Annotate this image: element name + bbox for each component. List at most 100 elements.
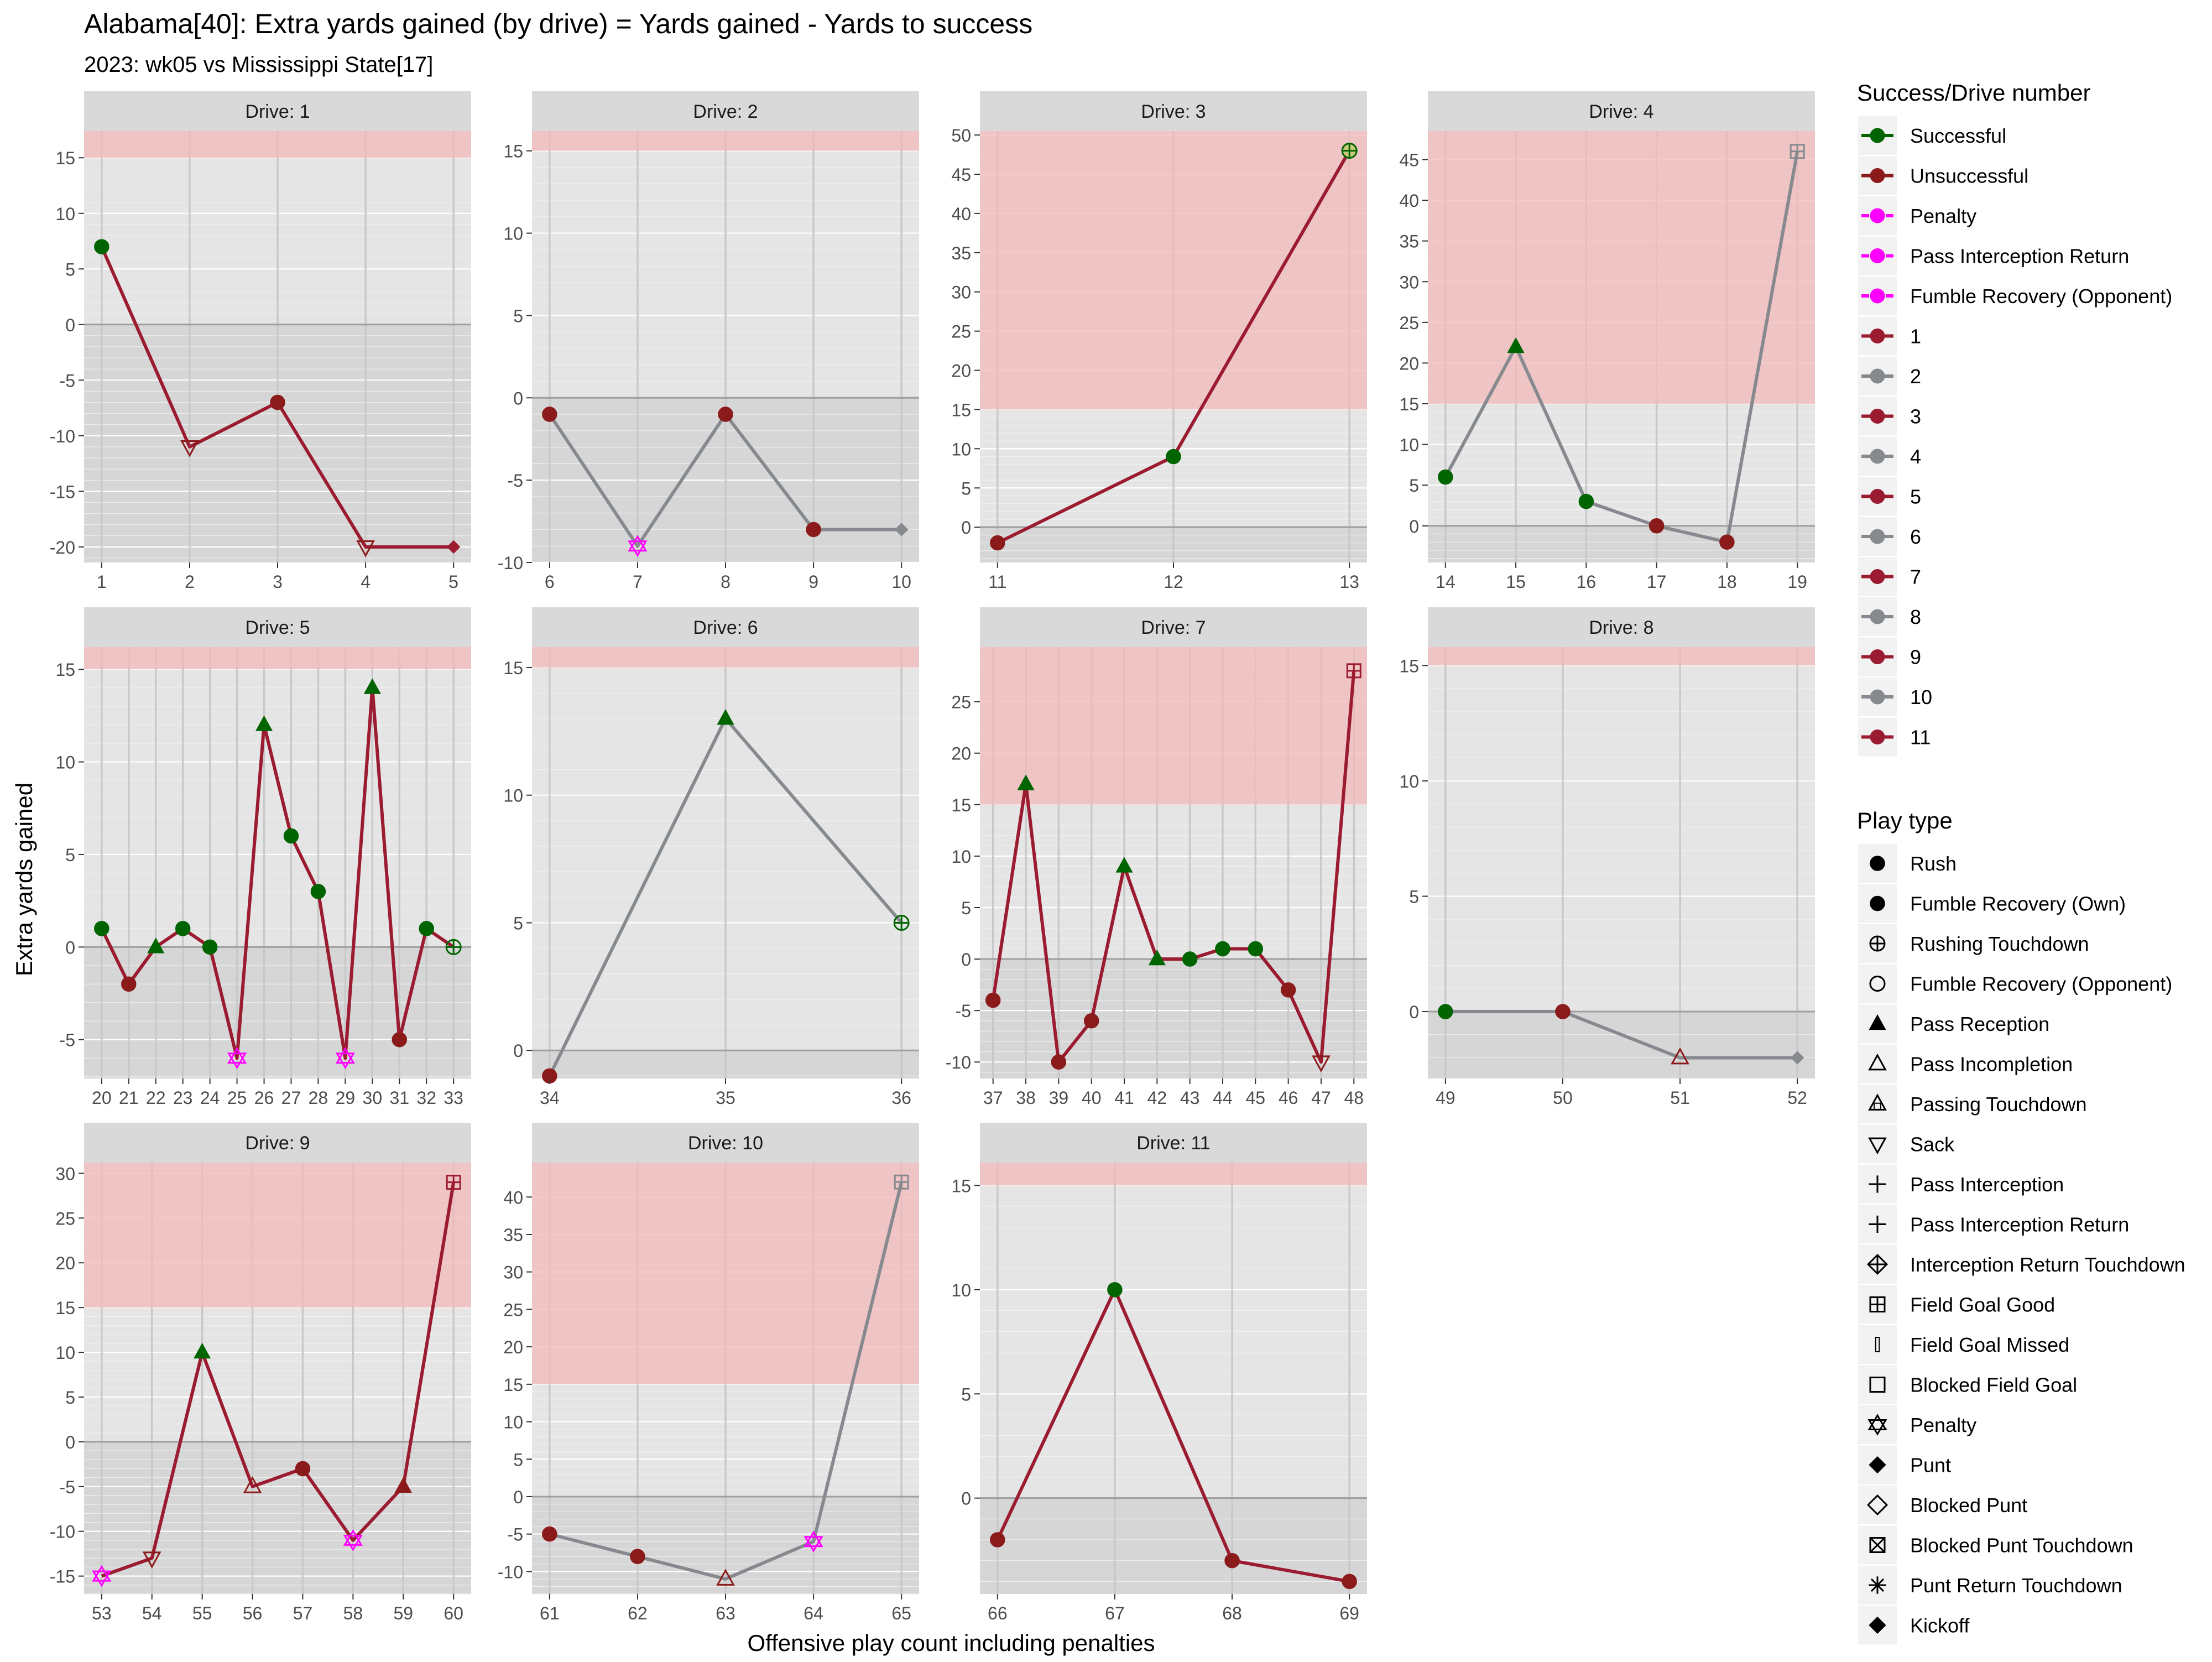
below-zero-band <box>1428 525 1815 562</box>
legend-label: Pass Interception <box>1910 1173 2064 1196</box>
legend-label: 11 <box>1910 726 1931 749</box>
x-tick-label: 20 <box>92 1088 112 1108</box>
legend-label: Successful <box>1910 124 2006 147</box>
data-point <box>1312 1055 1331 1072</box>
marker-triangle-down <box>227 1053 247 1070</box>
data-point <box>394 1477 412 1493</box>
x-tick-label: 2 <box>185 572 195 592</box>
x-tick-label: 51 <box>1670 1088 1690 1108</box>
panel-strip-label: Drive: 10 <box>688 1133 763 1154</box>
y-tick-label: 25 <box>55 1208 75 1228</box>
y-tick-label: 10 <box>503 224 523 244</box>
data-point <box>1017 774 1035 790</box>
x-tick-label: 53 <box>92 1603 112 1623</box>
data-point <box>335 1047 355 1070</box>
x-tick-label: 48 <box>1344 1088 1364 1108</box>
legend-key-symbol <box>1869 1215 1886 1233</box>
legend-label: Sack <box>1910 1133 1955 1156</box>
legend-key-symbol <box>1869 1296 1886 1312</box>
x-tick-label: 65 <box>891 1603 911 1623</box>
drive-panel: Drive: 2 -10 -5 0 5 10 15 6 7 8 9 10 <box>498 91 919 592</box>
panel-strip-label: Drive: 4 <box>1589 101 1653 122</box>
panel-strip-label: Drive: 6 <box>693 617 758 638</box>
panel-strip-label: Drive: 5 <box>245 617 310 638</box>
x-tick-label: 16 <box>1577 572 1597 592</box>
legends: Success/Drive number Successful Unsuccessf… <box>1857 80 2185 1645</box>
marker-triangle-down <box>1867 1419 1887 1436</box>
panel-background <box>1428 647 1815 1079</box>
legend-label: Punt <box>1910 1454 1951 1477</box>
y-tick-label: 10 <box>503 786 523 806</box>
x-tick-label: 36 <box>891 1088 911 1108</box>
x-tick-label: 23 <box>173 1088 193 1108</box>
drive-panel: Drive: 10 -10 -5 0 5 10 15 20 25 30 35 40 61 62 63 64 65 <box>498 1123 919 1623</box>
data-point <box>1224 1552 1240 1569</box>
y-tick-label: 5 <box>65 1388 75 1408</box>
y-tick-label: 15 <box>951 400 971 420</box>
x-tick-label: 41 <box>1114 1088 1134 1108</box>
marker-triangle-up <box>335 1047 355 1064</box>
x-tick-label: 39 <box>1049 1088 1069 1108</box>
x-tick-label: 27 <box>281 1088 301 1108</box>
x-tick-label: 5 <box>448 572 458 592</box>
legend-label: 10 <box>1910 686 1932 708</box>
marker-square <box>1869 1537 1886 1553</box>
y-tick-label: 25 <box>951 692 971 712</box>
legend-label: Pass Interception Return <box>1910 1213 2129 1236</box>
legend-key-point <box>1870 569 1885 584</box>
panel-strip <box>980 607 1367 647</box>
y-tick-label: -5 <box>508 471 523 491</box>
y-tick-label: 5 <box>1409 887 1419 906</box>
legend-label: 2 <box>1910 365 1921 388</box>
y-tick-label: -10 <box>50 1522 75 1542</box>
data-point <box>894 1174 909 1190</box>
data-point <box>1342 1574 1357 1590</box>
x-tick-label: 57 <box>293 1603 313 1623</box>
x-tick-label: 66 <box>988 1603 1008 1623</box>
data-point <box>718 407 733 422</box>
marker-triangle-down <box>92 1570 112 1587</box>
marker-cross <box>1870 1297 1885 1312</box>
x-tick-label: 38 <box>1016 1088 1036 1108</box>
x-tick-label: 55 <box>192 1603 212 1623</box>
x-tick-label: 25 <box>227 1088 247 1108</box>
data-point <box>990 1532 1005 1548</box>
y-tick-label: 5 <box>513 1450 523 1470</box>
below-zero-band <box>980 1498 1367 1594</box>
drive-line <box>549 1181 904 1581</box>
marker-cross <box>446 940 461 955</box>
legend-label: 8 <box>1910 606 1921 628</box>
marker-cross <box>1342 143 1357 158</box>
data-point <box>270 394 285 410</box>
x-tick-label: 63 <box>716 1603 735 1623</box>
legend-label: Fumble Recovery (Own) <box>1910 893 2126 915</box>
y-tick-label: 40 <box>503 1187 523 1207</box>
x-tick-label: 28 <box>309 1088 328 1108</box>
y-tick-label: 15 <box>951 795 971 815</box>
marker-cross <box>1347 664 1361 678</box>
x-tick-label: 62 <box>628 1603 648 1623</box>
legend-key-symbol <box>1867 1414 1887 1436</box>
y-tick-label: 5 <box>65 259 75 279</box>
legend-key-symbol <box>1869 1377 1886 1393</box>
x-tick-label: 12 <box>1164 572 1183 592</box>
y-tick-label: 10 <box>503 1413 523 1432</box>
legend-key-symbol <box>1870 856 1885 871</box>
legend-key-point <box>1870 689 1885 705</box>
data-point <box>630 1549 645 1565</box>
y-tick-label: 5 <box>961 898 971 918</box>
y-tick-label: -10 <box>946 1053 971 1072</box>
data-point <box>1578 493 1594 509</box>
y-tick-label: 0 <box>65 1432 75 1452</box>
x-tick-label: 37 <box>983 1088 1003 1108</box>
x-tick-label: 60 <box>444 1603 463 1623</box>
x-tick-label: 4 <box>361 572 371 592</box>
y-tick-label: -5 <box>60 1477 75 1497</box>
y-tick-label: 0 <box>65 315 75 335</box>
legend-label: 1 <box>1910 325 1921 348</box>
data-point <box>175 921 191 936</box>
y-tick-label: 20 <box>1399 353 1419 373</box>
data-point <box>310 884 326 899</box>
y-tick-label: 25 <box>951 322 971 342</box>
drive-panel: Drive: 8 0 5 10 15 49 50 51 52 <box>1399 607 1815 1108</box>
